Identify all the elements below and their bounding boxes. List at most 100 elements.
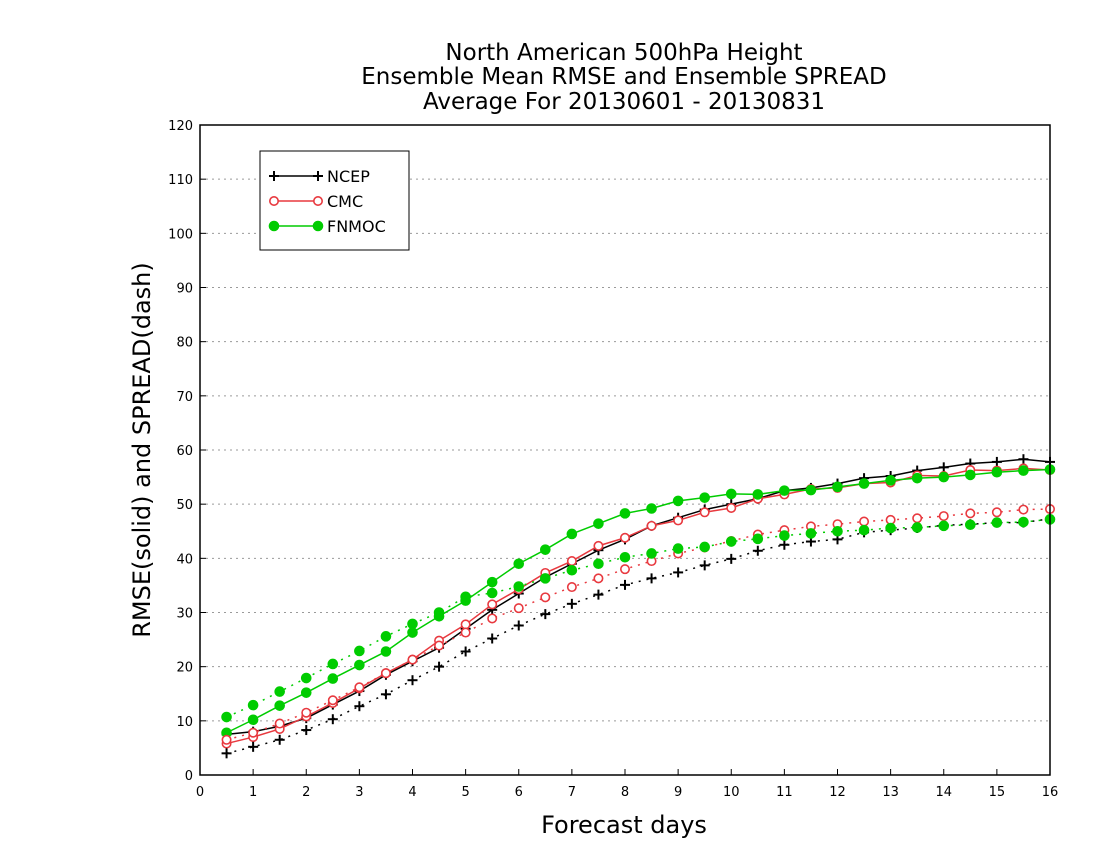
x-tick-label: 0 xyxy=(196,785,204,800)
series-ncep-spread xyxy=(221,513,1055,759)
x-tick-label: 13 xyxy=(882,785,899,800)
x-tick-label: 1 xyxy=(249,785,257,800)
data-point-cmc-spread xyxy=(434,640,445,651)
data-point-fnmoc-spread xyxy=(486,587,498,599)
title-line-3: Average For 20130601 - 20130831 xyxy=(423,89,825,115)
legend-marker-fnmoc xyxy=(312,220,324,232)
data-point-fnmoc-spread xyxy=(858,524,870,536)
series-line-cmc-rmse xyxy=(226,467,1051,745)
data-point-fnmoc-spread xyxy=(566,564,578,576)
series-layer xyxy=(221,454,1056,759)
title-line-1: North American 500hPa Height xyxy=(445,40,802,66)
x-tick-label: 6 xyxy=(515,785,523,800)
data-point-fnmoc-rmse xyxy=(593,518,604,529)
legend-marker-ncep xyxy=(269,171,279,181)
data-point-cmc-spread xyxy=(513,603,524,614)
data-point-cmc-spread xyxy=(354,682,365,693)
y-tick-label: 10 xyxy=(176,715,193,730)
series-line-cmc-spread xyxy=(226,508,1051,741)
data-point-ncep-rmse xyxy=(938,462,949,473)
data-point-cmc-spread xyxy=(540,592,551,603)
data-point-fnmoc-spread xyxy=(274,686,285,697)
data-point-ncep-spread xyxy=(380,689,391,700)
series-ncep-rmse xyxy=(221,454,1055,740)
x-tick-label: 4 xyxy=(408,785,416,800)
data-point-ncep-spread xyxy=(673,567,684,578)
data-point-cmc-spread xyxy=(619,564,630,575)
data-point-fnmoc-spread xyxy=(911,522,923,533)
data-point-cmc-spread xyxy=(938,511,949,522)
data-point-fnmoc-spread xyxy=(725,536,737,547)
data-point-fnmoc-rmse xyxy=(779,485,790,496)
data-point-ncep-spread xyxy=(248,741,259,752)
data-point-cmc-spread xyxy=(991,507,1002,518)
data-point-fnmoc-spread xyxy=(1018,516,1029,528)
data-point-fnmoc-rmse xyxy=(486,576,498,588)
data-point-ncep-spread xyxy=(752,545,763,556)
series-line-fnmoc-spread xyxy=(226,518,1051,718)
data-point-fnmoc-spread xyxy=(672,543,684,554)
data-point-cmc-rmse xyxy=(593,540,604,551)
y-tick-label: 60 xyxy=(176,444,193,459)
data-point-fnmoc-rmse xyxy=(646,503,657,514)
data-point-fnmoc-rmse xyxy=(1018,465,1029,476)
data-point-fnmoc-rmse xyxy=(274,700,285,711)
title-line-2: Ensemble Mean RMSE and Ensemble SPREAD xyxy=(361,64,886,90)
data-point-fnmoc-rmse xyxy=(619,508,631,519)
data-point-fnmoc-spread xyxy=(832,525,843,537)
data-point-fnmoc-spread xyxy=(433,607,445,618)
data-point-fnmoc-rmse xyxy=(752,489,764,500)
data-point-fnmoc-spread xyxy=(247,699,259,711)
y-tick-label: 90 xyxy=(176,282,193,297)
data-point-fnmoc-rmse xyxy=(885,475,896,486)
data-point-fnmoc-spread xyxy=(407,618,418,630)
x-tick-label: 15 xyxy=(989,785,1006,800)
y-tick-label: 80 xyxy=(176,336,193,351)
data-point-fnmoc-rmse xyxy=(725,488,737,500)
data-point-fnmoc-rmse xyxy=(911,472,923,484)
gridlines xyxy=(200,178,1050,722)
series-line-ncep-spread xyxy=(226,518,1051,755)
data-point-cmc-spread xyxy=(566,582,577,593)
legend-label-ncep: NCEP xyxy=(327,167,370,186)
legend-marker-fnmoc xyxy=(268,220,280,232)
data-point-ncep-spread xyxy=(221,748,232,759)
data-point-ncep-spread xyxy=(699,560,710,571)
data-point-ncep-spread xyxy=(646,573,657,584)
data-point-fnmoc-rmse xyxy=(566,528,578,540)
data-point-ncep-spread xyxy=(460,646,471,657)
data-point-cmc-rmse xyxy=(460,619,471,630)
data-point-fnmoc-rmse xyxy=(672,495,684,507)
data-point-cmc-spread xyxy=(912,513,923,524)
legend-marker-ncep xyxy=(313,171,323,181)
data-point-fnmoc-rmse xyxy=(407,627,418,638)
data-point-cmc-spread xyxy=(248,727,259,738)
data-point-ncep-spread xyxy=(513,620,524,631)
x-tick-label: 12 xyxy=(829,785,846,800)
data-point-cmc-spread xyxy=(460,627,471,638)
data-point-ncep-spread xyxy=(779,539,790,550)
data-point-ncep-spread xyxy=(354,701,365,712)
x-tick-label: 14 xyxy=(935,785,952,800)
y-tick-label: 100 xyxy=(168,227,193,242)
data-point-cmc-spread xyxy=(301,707,312,718)
data-point-fnmoc-rmse xyxy=(327,673,339,684)
axis-ticks xyxy=(199,124,1051,776)
data-point-ncep-rmse xyxy=(991,456,1002,467)
data-point-fnmoc-rmse xyxy=(300,687,312,698)
data-point-fnmoc-spread xyxy=(779,530,790,541)
data-point-fnmoc-spread xyxy=(354,645,365,657)
data-point-cmc-spread xyxy=(859,516,870,527)
data-point-fnmoc-spread xyxy=(752,533,764,545)
legend-label-fnmoc: FNMOC xyxy=(327,217,386,236)
data-point-ncep-spread xyxy=(726,553,737,564)
data-point-cmc-rmse xyxy=(566,556,577,567)
data-point-cmc-spread xyxy=(380,668,391,679)
data-point-cmc-rmse xyxy=(619,532,630,543)
data-point-fnmoc-rmse xyxy=(965,469,976,481)
x-tick-label: 8 xyxy=(621,785,629,800)
y-tick-label: 0 xyxy=(185,769,193,784)
data-point-fnmoc-spread xyxy=(991,517,1003,528)
series-fnmoc-rmse xyxy=(221,464,1056,739)
